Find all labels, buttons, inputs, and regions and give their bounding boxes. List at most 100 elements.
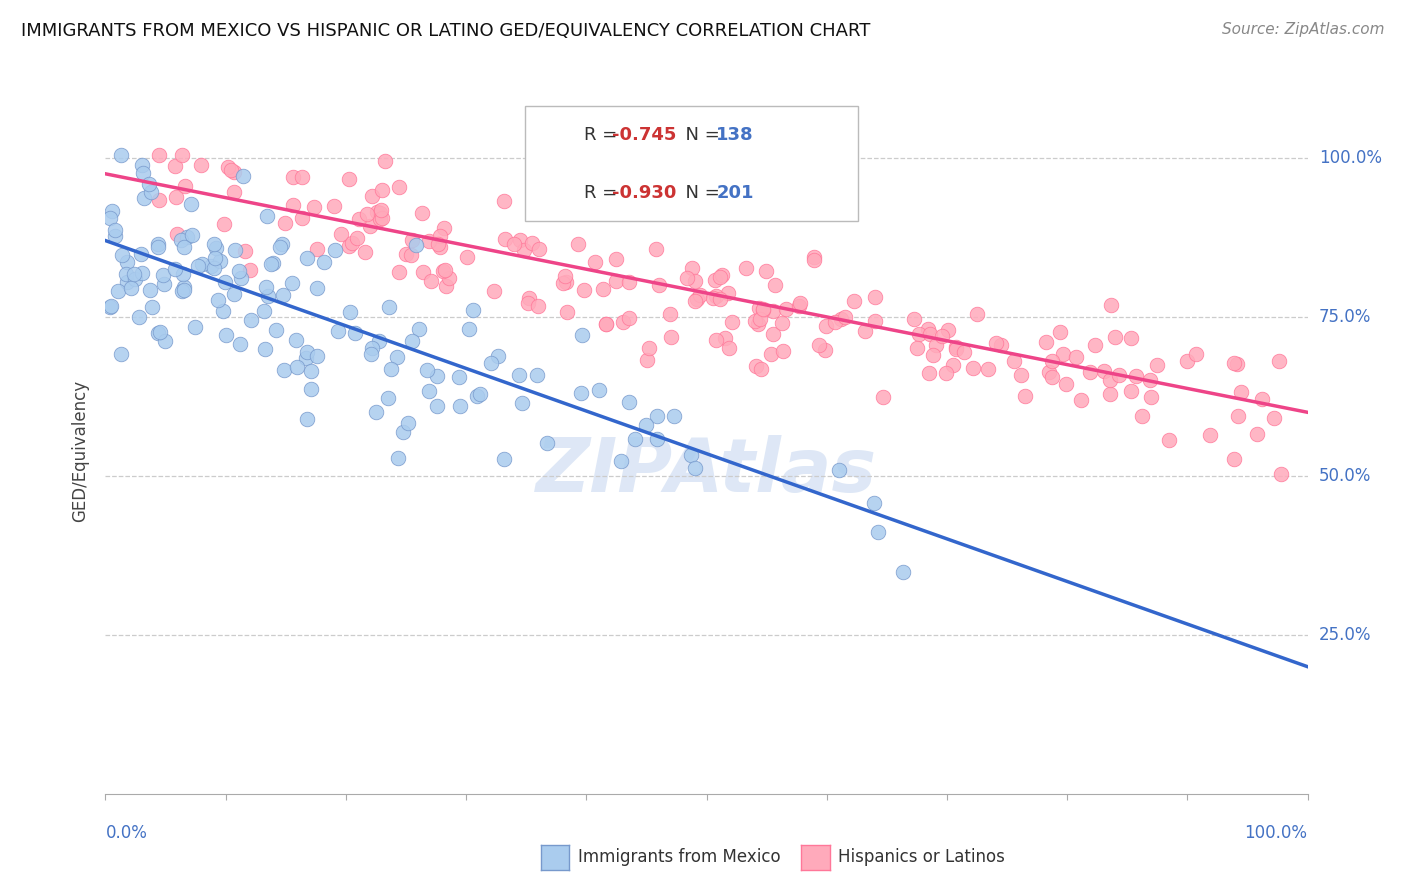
Point [176,229,198,244]
Point [681,261,703,276]
Point [942,358,965,372]
Point [433,221,456,235]
Point [163,159,186,173]
Point [401,334,423,349]
Point [567,236,589,251]
Point [763,277,786,292]
Point [706,333,728,347]
Point [139,185,162,199]
Point [1064,350,1087,364]
Point [377,391,399,405]
Point [966,307,988,321]
Point [1268,354,1291,368]
Point [1098,373,1121,387]
Point [257,289,280,303]
Point [224,244,246,258]
Point [408,321,430,335]
Point [396,416,419,430]
Point [281,169,304,184]
Point [131,158,153,172]
Point [977,362,1000,376]
Point [1130,409,1153,423]
Point [385,350,408,364]
Point [1099,298,1122,312]
Point [132,166,155,180]
Point [387,451,409,466]
Point [370,202,392,217]
Point [117,255,139,269]
Point [111,248,134,262]
Point [170,284,193,298]
Text: 100.0%: 100.0% [1244,824,1308,842]
Point [1084,338,1107,352]
Point [702,291,724,305]
Point [1270,467,1292,481]
Point [343,326,366,340]
Point [617,275,640,289]
Point [388,264,411,278]
Point [482,284,505,298]
Point [180,227,202,242]
Point [945,340,967,354]
Point [610,453,633,467]
Point [709,292,731,306]
Point [1175,353,1198,368]
Point [330,227,353,241]
Point [295,351,318,365]
Point [224,287,246,301]
Point [486,349,509,363]
Point [173,280,195,294]
Point [1251,392,1274,407]
Point [202,237,225,252]
Point [962,360,984,375]
Point [945,343,967,357]
Point [429,229,451,244]
Text: R =: R = [585,184,623,202]
Point [1002,353,1025,368]
Point [325,244,347,258]
Point [110,346,132,360]
Point [595,317,617,331]
Point [502,237,524,252]
Point [426,399,449,413]
Point [141,300,163,314]
Point [1049,326,1071,340]
Point [98,211,121,226]
Point [388,179,411,194]
Point [1040,354,1063,368]
Point [411,206,433,220]
Point [337,171,360,186]
Point [148,326,170,340]
Point [638,341,661,355]
Point [1146,358,1168,372]
Point [747,317,769,331]
Point [233,244,256,259]
Point [925,338,948,352]
Point [259,257,281,271]
Point [481,356,503,370]
Point [891,566,914,580]
Point [749,362,772,376]
Point [494,232,516,246]
Point [762,304,785,318]
Point [426,236,449,251]
Point [204,252,226,266]
Point [834,310,856,324]
Point [617,311,640,326]
Point [1157,433,1180,447]
Point [368,205,391,219]
Point [353,244,375,259]
Point [165,190,187,204]
Point [863,313,886,327]
Point [465,389,488,403]
Point [449,370,471,384]
Point [433,263,456,277]
Point [307,242,329,256]
Point [356,207,378,221]
Point [392,425,415,440]
Point [814,343,837,357]
Point [239,262,262,277]
Point [770,317,793,331]
Point [122,267,145,281]
Point [295,344,318,359]
